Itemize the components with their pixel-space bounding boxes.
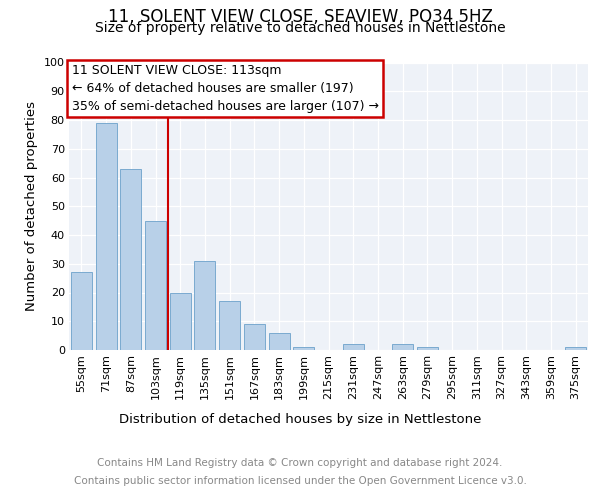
Bar: [392, 344, 413, 350]
Bar: [343, 344, 364, 350]
Bar: [194, 261, 215, 350]
Text: Distribution of detached houses by size in Nettlestone: Distribution of detached houses by size …: [119, 412, 481, 426]
Bar: [120, 169, 141, 350]
Text: Size of property relative to detached houses in Nettlestone: Size of property relative to detached ho…: [95, 21, 505, 35]
Bar: [170, 292, 191, 350]
Y-axis label: Number of detached properties: Number of detached properties: [25, 101, 38, 311]
Bar: [417, 347, 438, 350]
Bar: [95, 123, 116, 350]
Bar: [219, 301, 240, 350]
Text: Contains HM Land Registry data © Crown copyright and database right 2024.: Contains HM Land Registry data © Crown c…: [97, 458, 503, 468]
Bar: [71, 272, 92, 350]
Text: 11 SOLENT VIEW CLOSE: 113sqm
← 64% of detached houses are smaller (197)
35% of s: 11 SOLENT VIEW CLOSE: 113sqm ← 64% of de…: [71, 64, 379, 113]
Bar: [145, 220, 166, 350]
Bar: [565, 347, 586, 350]
Text: Contains public sector information licensed under the Open Government Licence v3: Contains public sector information licen…: [74, 476, 526, 486]
Bar: [244, 324, 265, 350]
Bar: [269, 333, 290, 350]
Text: 11, SOLENT VIEW CLOSE, SEAVIEW, PO34 5HZ: 11, SOLENT VIEW CLOSE, SEAVIEW, PO34 5HZ: [107, 8, 493, 26]
Bar: [293, 347, 314, 350]
